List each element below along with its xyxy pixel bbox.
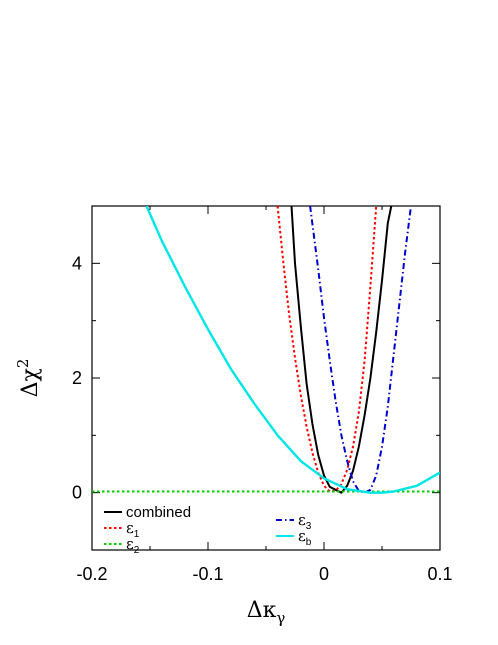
series-line-4 — [145, 206, 440, 494]
y-axis-title-superscript: 2 — [14, 359, 32, 369]
legend-label-subscript: 3 — [306, 521, 312, 532]
y-axis-title-main: Δχ — [18, 368, 43, 397]
legend-label-1: ε1 — [126, 519, 140, 540]
legend-label-2: ε2 — [126, 535, 140, 556]
series-line-1 — [276, 206, 378, 493]
x-tick-label: -0.2 — [76, 564, 107, 584]
x-axis-title-subscript: γ — [276, 609, 285, 627]
legend-label-subscript: 1 — [134, 529, 140, 540]
y-tick-label: 0 — [72, 483, 82, 503]
x-axis-title-main: Δκ — [247, 598, 277, 623]
legend-label-main: combined — [126, 504, 191, 521]
legend-label-0: combined — [126, 504, 191, 521]
legend-label-subscript: 2 — [134, 545, 140, 556]
y-tick-label: 4 — [72, 253, 82, 273]
y-tick-label: 2 — [72, 368, 82, 388]
legend-label-4: εb — [298, 527, 312, 548]
x-tick-label: -0.1 — [192, 564, 223, 584]
legend-label-main: ε — [126, 535, 134, 553]
legend-label-subscript: b — [306, 537, 312, 548]
legend-label-3: ε3 — [298, 511, 312, 532]
axis-ticks — [91, 205, 441, 551]
plot-frame — [91, 205, 441, 551]
series-line-3 — [309, 206, 412, 494]
legend-label-main: ε — [298, 527, 306, 545]
series-line-0 — [290, 206, 393, 494]
legend-label-main: ε — [126, 519, 134, 537]
series-layer — [92, 206, 440, 494]
x-axis-title: Δκγ — [247, 598, 286, 627]
y-axis-title: Δχ2 — [14, 359, 43, 398]
x-tick-label: 0.1 — [427, 564, 452, 584]
x-tick-label: 0 — [319, 564, 329, 584]
legend-label-main: ε — [298, 511, 306, 529]
